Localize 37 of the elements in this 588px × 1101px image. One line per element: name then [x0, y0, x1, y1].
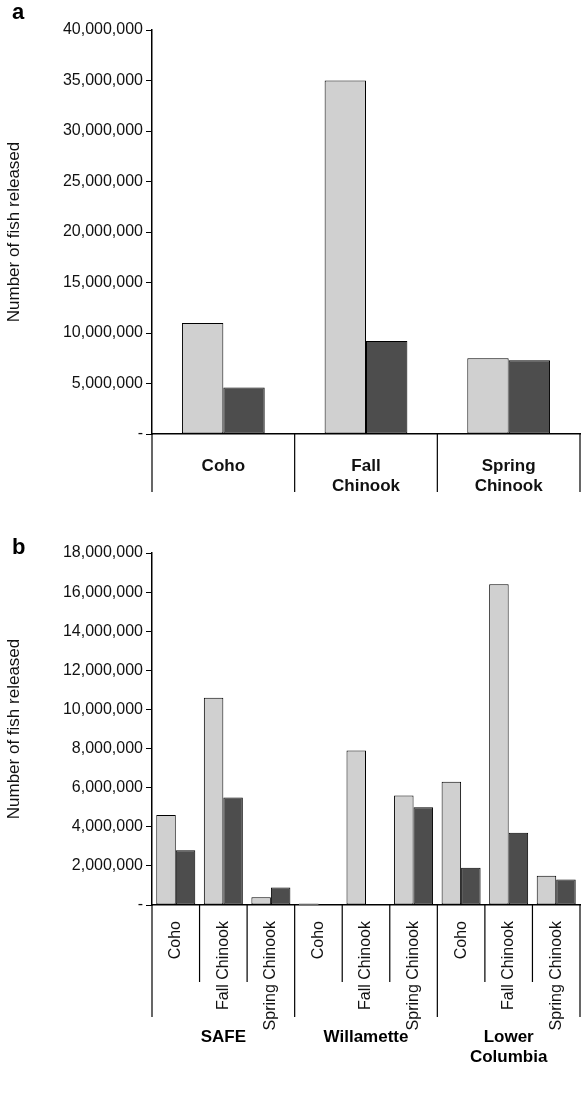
y-tick-label: 20,000,000 [62, 222, 144, 240]
y-tick-label: - [137, 895, 143, 913]
y-tick-label: 14,000,000 [62, 621, 144, 639]
x-tick-label: Coho [308, 920, 326, 960]
text: Lower Columbia [469, 1027, 548, 1067]
chart-title: a [12, 0, 25, 25]
x-tick-label: Coho [201, 455, 246, 475]
x-tick-label: Fall Chinook [213, 920, 231, 1010]
y-tick-label: 10,000,000 [62, 699, 144, 717]
y-tick-label: 8,000,000 [71, 738, 144, 756]
x-tick-label: Spring Chinook [261, 920, 279, 1031]
y-axis-title: Number of fish released [3, 141, 23, 323]
y-tick-label: 6,000,000 [71, 778, 144, 796]
y-tick-label: 15,000,000 [62, 272, 144, 290]
x-tick-label: Spring Chinook [403, 920, 421, 1031]
x-tick-label: Spring Chinook [474, 455, 544, 496]
y-tick-label: 18,000,000 [62, 543, 144, 561]
x-tick-label: Coho [166, 920, 184, 960]
chart-title: b [12, 534, 26, 560]
y-axis-title: Number of fish released [3, 638, 23, 820]
x-tick-label: Coho [451, 920, 469, 960]
x-tick-label: Fall Chinook [356, 920, 374, 1010]
text: SAFE [200, 1027, 247, 1047]
x-tick-label: Fall Chinook [499, 920, 517, 1010]
y-tick-label: 10,000,000 [62, 323, 144, 341]
y-tick-label: 5,000,000 [71, 373, 144, 391]
y-tick-label: 35,000,000 [62, 70, 144, 88]
y-tick-label: 40,000,000 [62, 20, 144, 38]
y-tick-label: - [137, 424, 143, 442]
y-tick-label: 4,000,000 [71, 817, 144, 835]
y-tick-label: 12,000,000 [62, 660, 144, 678]
x-tick-label: Fall Chinook [332, 455, 401, 496]
y-tick-label: 2,000,000 [71, 856, 144, 874]
y-tick-label: 25,000,000 [62, 171, 144, 189]
x-tick-label: Spring Chinook [546, 920, 564, 1031]
y-tick-label: 30,000,000 [62, 121, 144, 139]
y-tick-label: 16,000,000 [62, 582, 144, 600]
